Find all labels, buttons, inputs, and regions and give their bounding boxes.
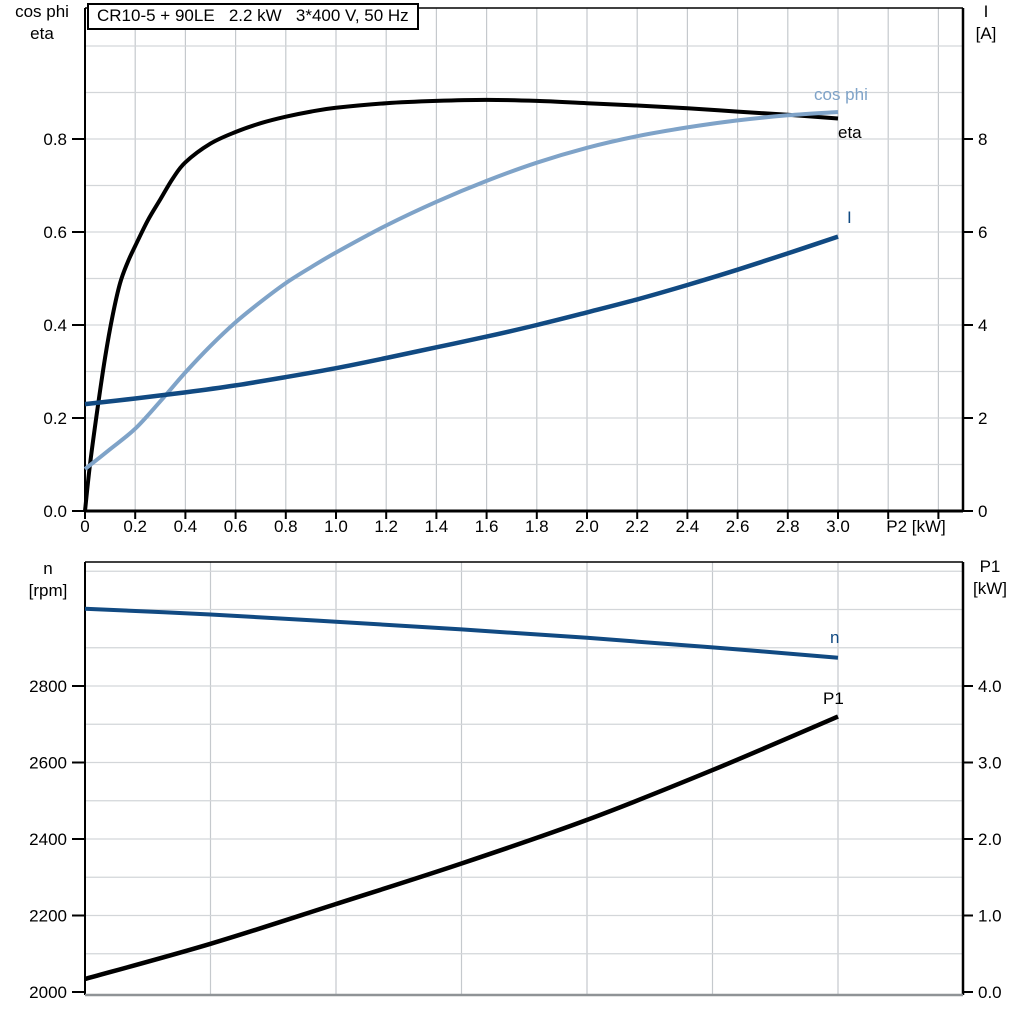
curve-p1 bbox=[84, 714, 839, 982]
curve-label-power: P1 bbox=[823, 689, 844, 708]
right-tick-label: 1.0 bbox=[978, 907, 1002, 926]
bottom-chart-right-axis-title: P1 [kW] bbox=[960, 556, 1020, 600]
left-axis-title-line1: n bbox=[43, 559, 53, 578]
top-chart-right-axis-title: I [A] bbox=[958, 1, 1014, 45]
bottom-chart-left-axis-title: n [rpm] bbox=[12, 558, 84, 602]
right-tick-label: 4.0 bbox=[978, 677, 1002, 696]
left-tick-label: 0.8 bbox=[43, 130, 67, 149]
right-tick-label: 2 bbox=[978, 409, 987, 428]
left-tick-label: 2400 bbox=[29, 830, 67, 849]
left-tick-label: 2000 bbox=[29, 983, 67, 1002]
right-tick-label: 3.0 bbox=[978, 754, 1002, 773]
left-axis-title-line2: [rpm] bbox=[28, 581, 68, 600]
right-axis-title-line2: [A] bbox=[975, 24, 997, 43]
right-tick-label: 4 bbox=[978, 316, 987, 335]
x-tick-label: 3.0 bbox=[826, 517, 850, 536]
left-tick-label: 0.2 bbox=[43, 409, 67, 428]
right-axis-title-line1: I bbox=[983, 2, 989, 21]
left-tick-label: 0.0 bbox=[43, 502, 67, 521]
x-tick-label: 2.2 bbox=[625, 517, 649, 536]
x-tick-label: 0.2 bbox=[123, 517, 147, 536]
x-tick-label: 0.6 bbox=[224, 517, 248, 536]
top-chart-left-axis-title: cos phi eta bbox=[4, 1, 80, 45]
curve-label-eta: eta bbox=[838, 123, 862, 142]
left-tick-label: 2800 bbox=[29, 677, 67, 696]
left-tick-label: 0.6 bbox=[43, 223, 67, 242]
curve-cos-phi bbox=[83, 110, 839, 471]
x-tick-label: 2.6 bbox=[726, 517, 750, 536]
right-tick-label: 6 bbox=[978, 223, 987, 242]
x-tick-label: 0 bbox=[80, 517, 89, 536]
left-axis-title-line1: cos phi bbox=[15, 2, 69, 21]
chart-title-box: CR10-5 + 90LE 2.2 kW 3*400 V, 50 Hz bbox=[87, 3, 419, 30]
curve-n bbox=[84, 606, 839, 660]
x-tick-label: 1.8 bbox=[525, 517, 549, 536]
x-tick-label: 1.2 bbox=[374, 517, 398, 536]
left-tick-label: 2600 bbox=[29, 754, 67, 773]
x-tick-label: 2.0 bbox=[575, 517, 599, 536]
left-tick-label: 2200 bbox=[29, 907, 67, 926]
curve-label-current: I bbox=[847, 208, 852, 227]
curve-i bbox=[84, 234, 839, 407]
right-axis-title-line1: P1 bbox=[979, 557, 1001, 576]
left-tick-label: 0.4 bbox=[43, 316, 67, 335]
x-tick-label: 1.0 bbox=[324, 517, 348, 536]
x-tick-label: 1.6 bbox=[475, 517, 499, 536]
right-tick-label: 2.0 bbox=[978, 830, 1002, 849]
x-tick-label: 0.8 bbox=[274, 517, 298, 536]
right-tick-label: 8 bbox=[978, 130, 987, 149]
x-tick-label: 2.4 bbox=[676, 517, 700, 536]
curve-label-speed: n bbox=[830, 628, 840, 647]
left-axis-title-line2: eta bbox=[30, 24, 54, 43]
curve-label-cos-phi: cos phi bbox=[814, 85, 868, 104]
x-tick-label: 2.8 bbox=[776, 517, 800, 536]
x-tick-label: 1.4 bbox=[425, 517, 449, 536]
x-tick-label: 0.4 bbox=[174, 517, 198, 536]
motor-curves-chart: 0 0.2 0.4 0.6 0.8 1.0 1.2 1.4 1.6 1.8 2.0 2.2 2.4 2.6… bbox=[43, 7, 987, 536]
x-axis-unit-label: P2 [kW] bbox=[886, 517, 946, 536]
right-tick-label: 0.0 bbox=[978, 983, 1002, 1002]
right-tick-label: 0 bbox=[978, 502, 987, 521]
curve-eta bbox=[83, 97, 839, 512]
speed-power-chart: 2000 2200 2400 2600 2800 0.0 1.0 2.0 3.0 4.0 bbox=[29, 561, 1002, 1002]
right-axis-title-line2: [kW] bbox=[973, 579, 1007, 598]
